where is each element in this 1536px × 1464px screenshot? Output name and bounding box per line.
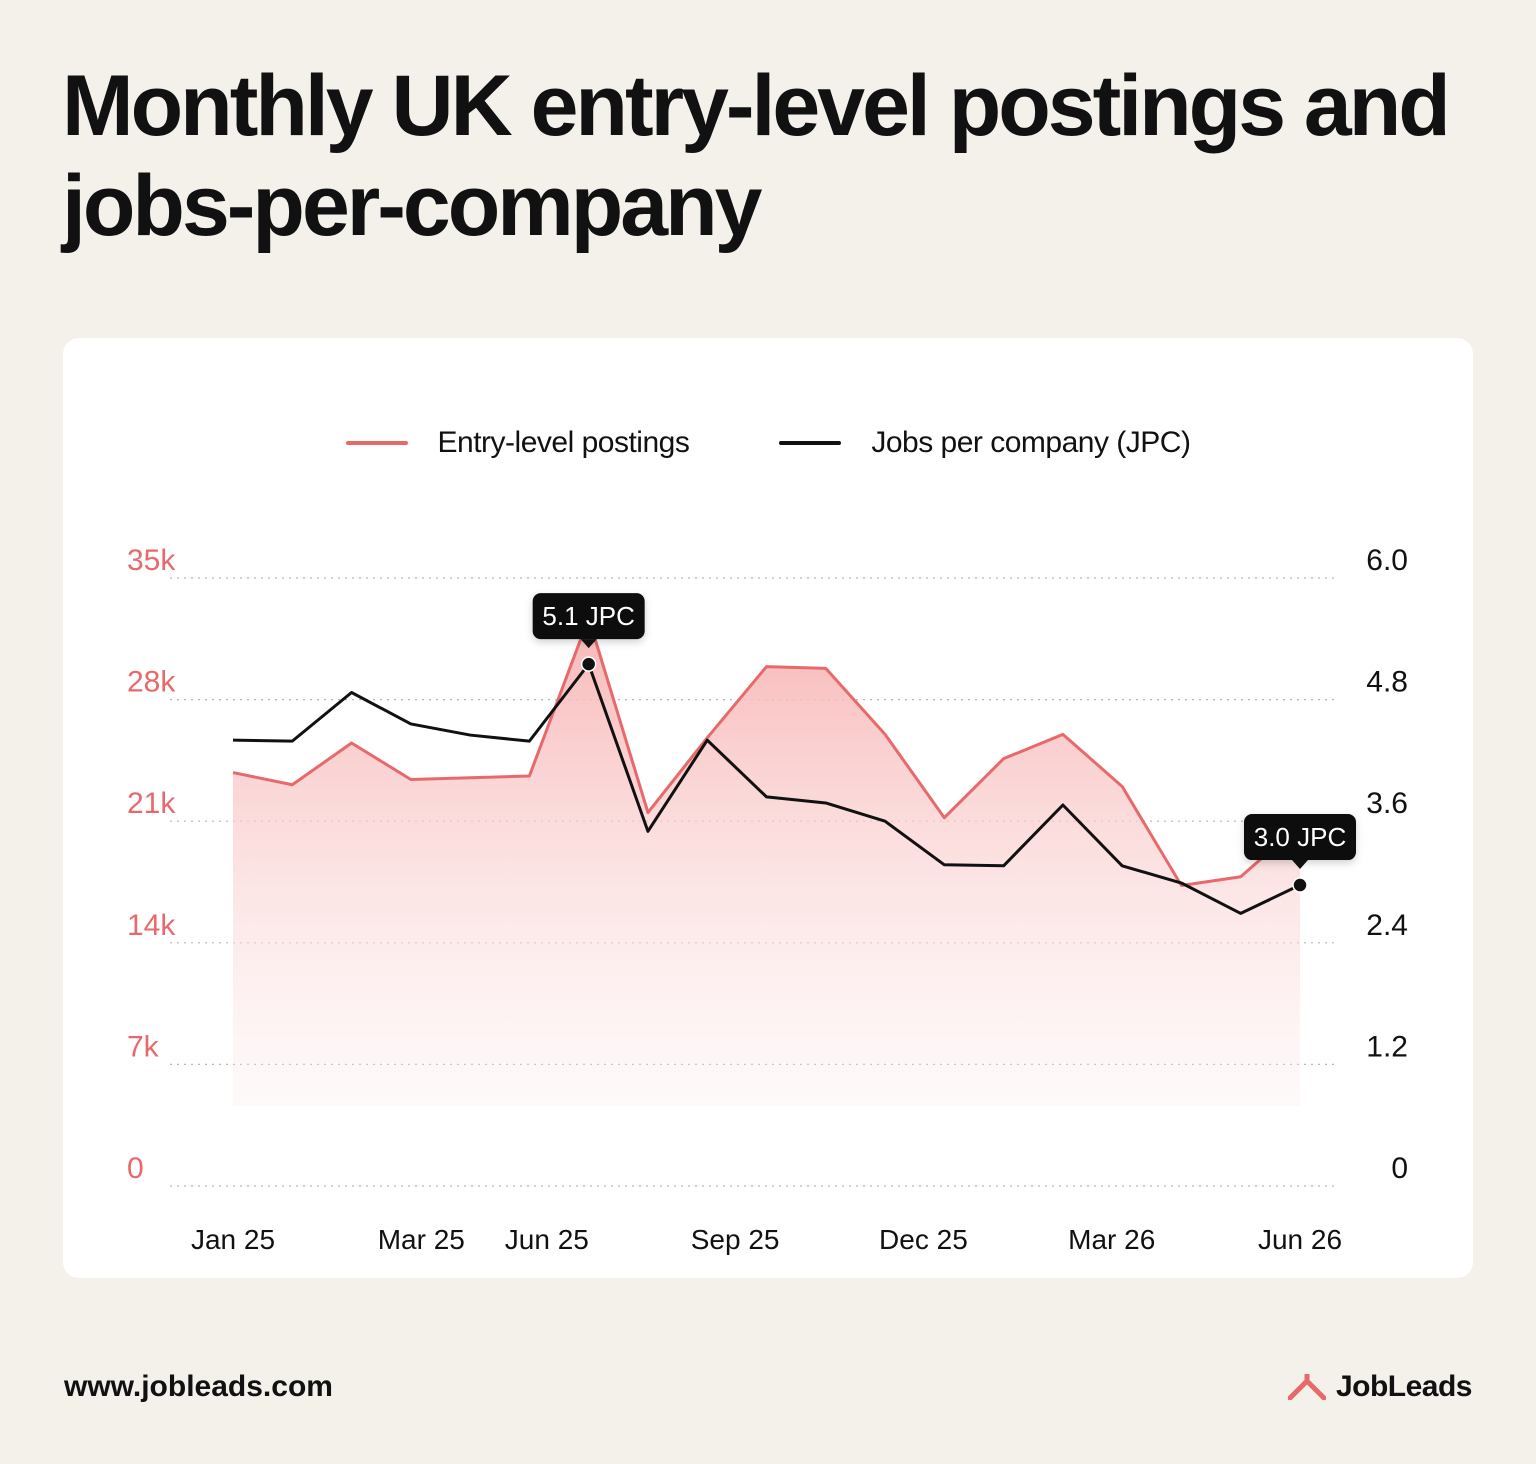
x-axis-tick-label: Mar 25 <box>378 1224 465 1255</box>
x-axis-tick-label: Jun 26 <box>1258 1224 1342 1255</box>
legend-item-jpc: Jobs per company (JPC) <box>779 426 1191 460</box>
left-axis-tick-label: 28k <box>127 666 176 699</box>
jpc-callout-label: 3.0 JPC <box>1254 822 1347 852</box>
dual-axis-chart: 0 0 7k 1.2 14k 2.4 21k 3.6 28k 4.8 35k 6.0 Jan 25 Mar… <box>127 544 1408 1255</box>
footer-url: www.jobleads.com <box>64 1370 333 1403</box>
right-axis-tick-label: 3.6 <box>1366 787 1408 820</box>
x-axis-tick-label: Mar 26 <box>1068 1224 1155 1255</box>
postings-line <box>232 616 1301 887</box>
legend-swatch-postings <box>345 441 408 445</box>
page-title: Monthly UK entry-level postings and jobs… <box>62 58 1451 254</box>
jpc-highlight-point <box>1292 877 1308 893</box>
right-axis-tick-label: 6.0 <box>1366 544 1408 577</box>
jpc-line <box>232 662 1301 915</box>
brand-name: JobLeads <box>1335 1370 1473 1403</box>
left-axis-tick-label: 21k <box>127 787 176 820</box>
right-axis-tick-label: 1.2 <box>1366 1030 1408 1063</box>
postings-area-fill <box>233 617 1300 1106</box>
left-axis-tick-label: 14k <box>127 909 176 942</box>
chart-legend: Entry-level postings Jobs per company (J… <box>63 426 1473 460</box>
left-axis-tick-label: 0 <box>127 1152 144 1185</box>
chart-card: Entry-level postings Jobs per company (J… <box>63 338 1473 1278</box>
jpc-callout-box <box>532 593 645 640</box>
jpc-highlight-point <box>580 656 597 672</box>
x-axis-tick-label: Jan 25 <box>191 1224 275 1255</box>
jpc-callout-pointer <box>580 639 597 649</box>
right-axis-tick-label: 4.8 <box>1366 666 1408 699</box>
jobleads-logo-icon <box>1287 1374 1326 1400</box>
jpc-callout-pointer <box>1292 860 1308 870</box>
left-axis-tick-label: 35k <box>127 544 176 577</box>
x-axis-tick-label: Dec 25 <box>879 1224 968 1255</box>
legend-label-postings: Entry-level postings <box>437 426 690 459</box>
legend-item-postings: Entry-level postings <box>345 426 690 460</box>
legend-swatch-jpc <box>779 441 842 445</box>
right-axis-tick-label: 2.4 <box>1366 909 1408 942</box>
x-axis-tick-label: Sep 25 <box>691 1224 780 1255</box>
right-axis-tick-label: 0 <box>1391 1152 1408 1185</box>
legend-label-jpc: Jobs per company (JPC) <box>871 426 1191 459</box>
x-axis-tick-label: Jun 25 <box>505 1224 589 1255</box>
brand-logo: JobLeads <box>1287 1370 1473 1404</box>
jpc-callout-box <box>1244 814 1356 861</box>
left-axis-tick-label: 7k <box>127 1030 160 1063</box>
jpc-callout-label: 5.1 JPC <box>542 601 635 631</box>
